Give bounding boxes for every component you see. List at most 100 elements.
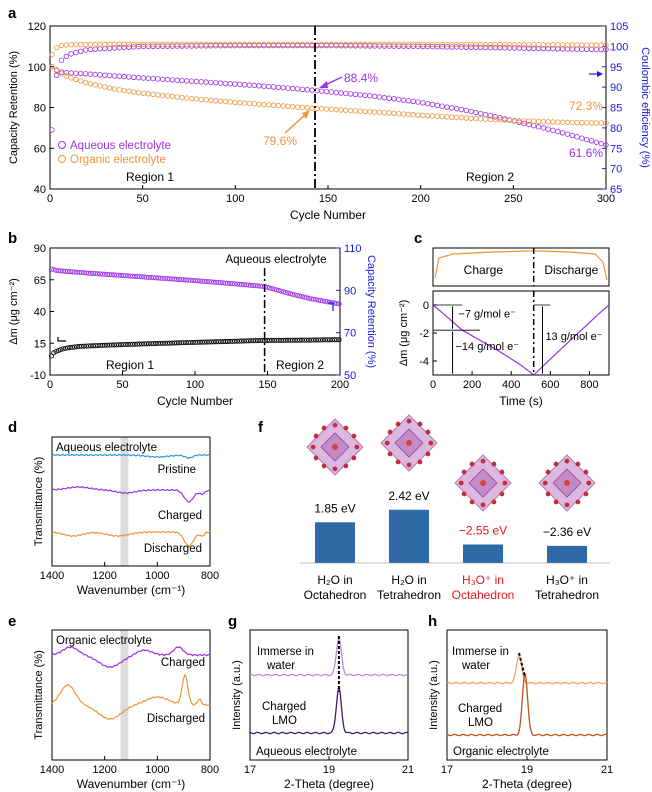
b-marker-black: [301, 337, 307, 343]
b-marker-black: [206, 339, 212, 345]
f-crystal-atom: [586, 480, 592, 486]
b-marker-purple: [255, 283, 261, 289]
a-marker-purple: [367, 93, 373, 99]
a-marker-purple: [425, 100, 431, 107]
a-marker-purple: [376, 94, 383, 100]
b-marker-purple: [167, 276, 173, 282]
a-marker-purple: [217, 80, 224, 86]
f-crystal-atom: [583, 469, 589, 475]
b-marker-purple: [130, 273, 136, 279]
a-marker-purple: [434, 102, 441, 109]
a-marker-orange: [463, 115, 469, 121]
a-marker-orange: [468, 115, 474, 122]
panel-a-chart: 0 50 100 150 200 250 300 40 60 80 100 120 65 70 75 80 85…: [8, 21, 651, 222]
a-marker-purple: [405, 98, 412, 104]
b-marker-purple: [234, 281, 240, 287]
a-marker-orange: [53, 44, 60, 51]
a-marker-orange: [208, 97, 214, 103]
a-y2-tick-label: 90: [610, 82, 622, 94]
b-marker-black: [139, 341, 145, 347]
a-marker-purple: [78, 48, 84, 54]
b-marker-purple: [144, 274, 150, 280]
b-marker-black: [269, 337, 275, 343]
b-marker-black: [132, 341, 138, 347]
a-marker-orange: [492, 41, 498, 48]
a-marker-purple: [410, 98, 416, 105]
f-crystal-atom: [461, 469, 467, 475]
b-y2label: Capacity Retention (%): [365, 255, 377, 368]
d-trace: [51, 485, 211, 503]
b-marker-black: [157, 340, 163, 346]
a-marker-orange: [555, 119, 561, 125]
b-marker-purple: [218, 280, 224, 286]
a-marker-purple: [323, 88, 330, 95]
a-marker-orange: [227, 99, 233, 105]
a-legend-label: Organic electrolyte: [70, 154, 166, 166]
a-marker-orange: [473, 115, 479, 122]
b-marker-purple: [132, 273, 138, 279]
a-marker-orange: [174, 94, 180, 100]
f-crystal-atom: [354, 444, 360, 450]
b-marker-purple: [257, 283, 263, 289]
b-marker-black: [313, 337, 319, 343]
d-frame: [51, 436, 211, 567]
f-crystal-atom: [461, 491, 467, 497]
a-marker-purple: [545, 126, 551, 132]
f-crystal-atom: [545, 469, 551, 475]
b-marker-purple: [116, 272, 122, 278]
a-marker-purple: [400, 97, 407, 103]
a-x-tick-label: 150: [319, 193, 337, 205]
b-marker-black: [176, 340, 182, 346]
g-title-note: Aqueous electrolyte: [256, 746, 357, 758]
b-marker-purple: [185, 277, 191, 283]
a-marker-purple: [415, 99, 421, 105]
b-marker-purple: [160, 275, 166, 281]
b-marker-purple: [199, 278, 205, 284]
b-marker-black: [241, 338, 247, 344]
d-x-tick-label: 1200: [92, 570, 116, 582]
b-marker-black: [130, 341, 136, 347]
a-marker-orange: [338, 107, 344, 113]
a-marker-orange: [593, 42, 600, 48]
h-x-tick-label: 19: [521, 764, 533, 776]
a-marker-purple: [328, 89, 335, 95]
b-y2-tick-label: 70: [344, 328, 356, 340]
a-marker-orange: [63, 42, 70, 48]
b-marker-purple: [139, 274, 145, 280]
a-marker-purple: [135, 74, 142, 81]
c-xlabel: Time (s): [499, 394, 543, 408]
f-crystal-atom: [332, 466, 338, 472]
panel-b-frame: [49, 247, 341, 376]
b-marker-black: [334, 337, 340, 343]
b-marker-black: [113, 342, 119, 348]
a-annotation-arrowhead: [302, 110, 310, 119]
b-marker-black: [104, 342, 110, 348]
a-marker-purple: [309, 87, 315, 93]
b-marker-black: [246, 338, 252, 344]
b-marker-black: [225, 338, 231, 344]
a-y-tick-label: 80: [34, 103, 46, 115]
a-marker-orange: [106, 85, 113, 91]
b-marker-black: [204, 339, 210, 345]
b-marker-black: [90, 343, 96, 349]
b-marker-black: [306, 337, 312, 343]
g-x-tick-label: 19: [323, 764, 335, 776]
a-marker-purple: [251, 82, 257, 89]
b-marker-black: [336, 337, 342, 343]
g-pattern: [249, 687, 409, 735]
d-x-tick-label: 800: [201, 570, 219, 582]
a-marker-orange: [453, 114, 460, 121]
b-marker-purple: [322, 298, 328, 304]
h-pattern-label: Immerse in: [452, 646, 509, 658]
c-y-tick-label: 0: [423, 300, 429, 312]
a-marker-orange: [588, 120, 595, 126]
c-annotation: −14 g/mol e⁻: [455, 341, 519, 353]
a-marker-purple: [598, 46, 604, 53]
b-marker-purple: [169, 276, 175, 282]
f-crystal-atom: [387, 451, 393, 457]
a-x-tick-label: 50: [137, 193, 149, 205]
b-marker-black: [327, 337, 333, 343]
e-x-tick-label: 1000: [145, 764, 169, 776]
a-marker-purple: [270, 84, 277, 90]
